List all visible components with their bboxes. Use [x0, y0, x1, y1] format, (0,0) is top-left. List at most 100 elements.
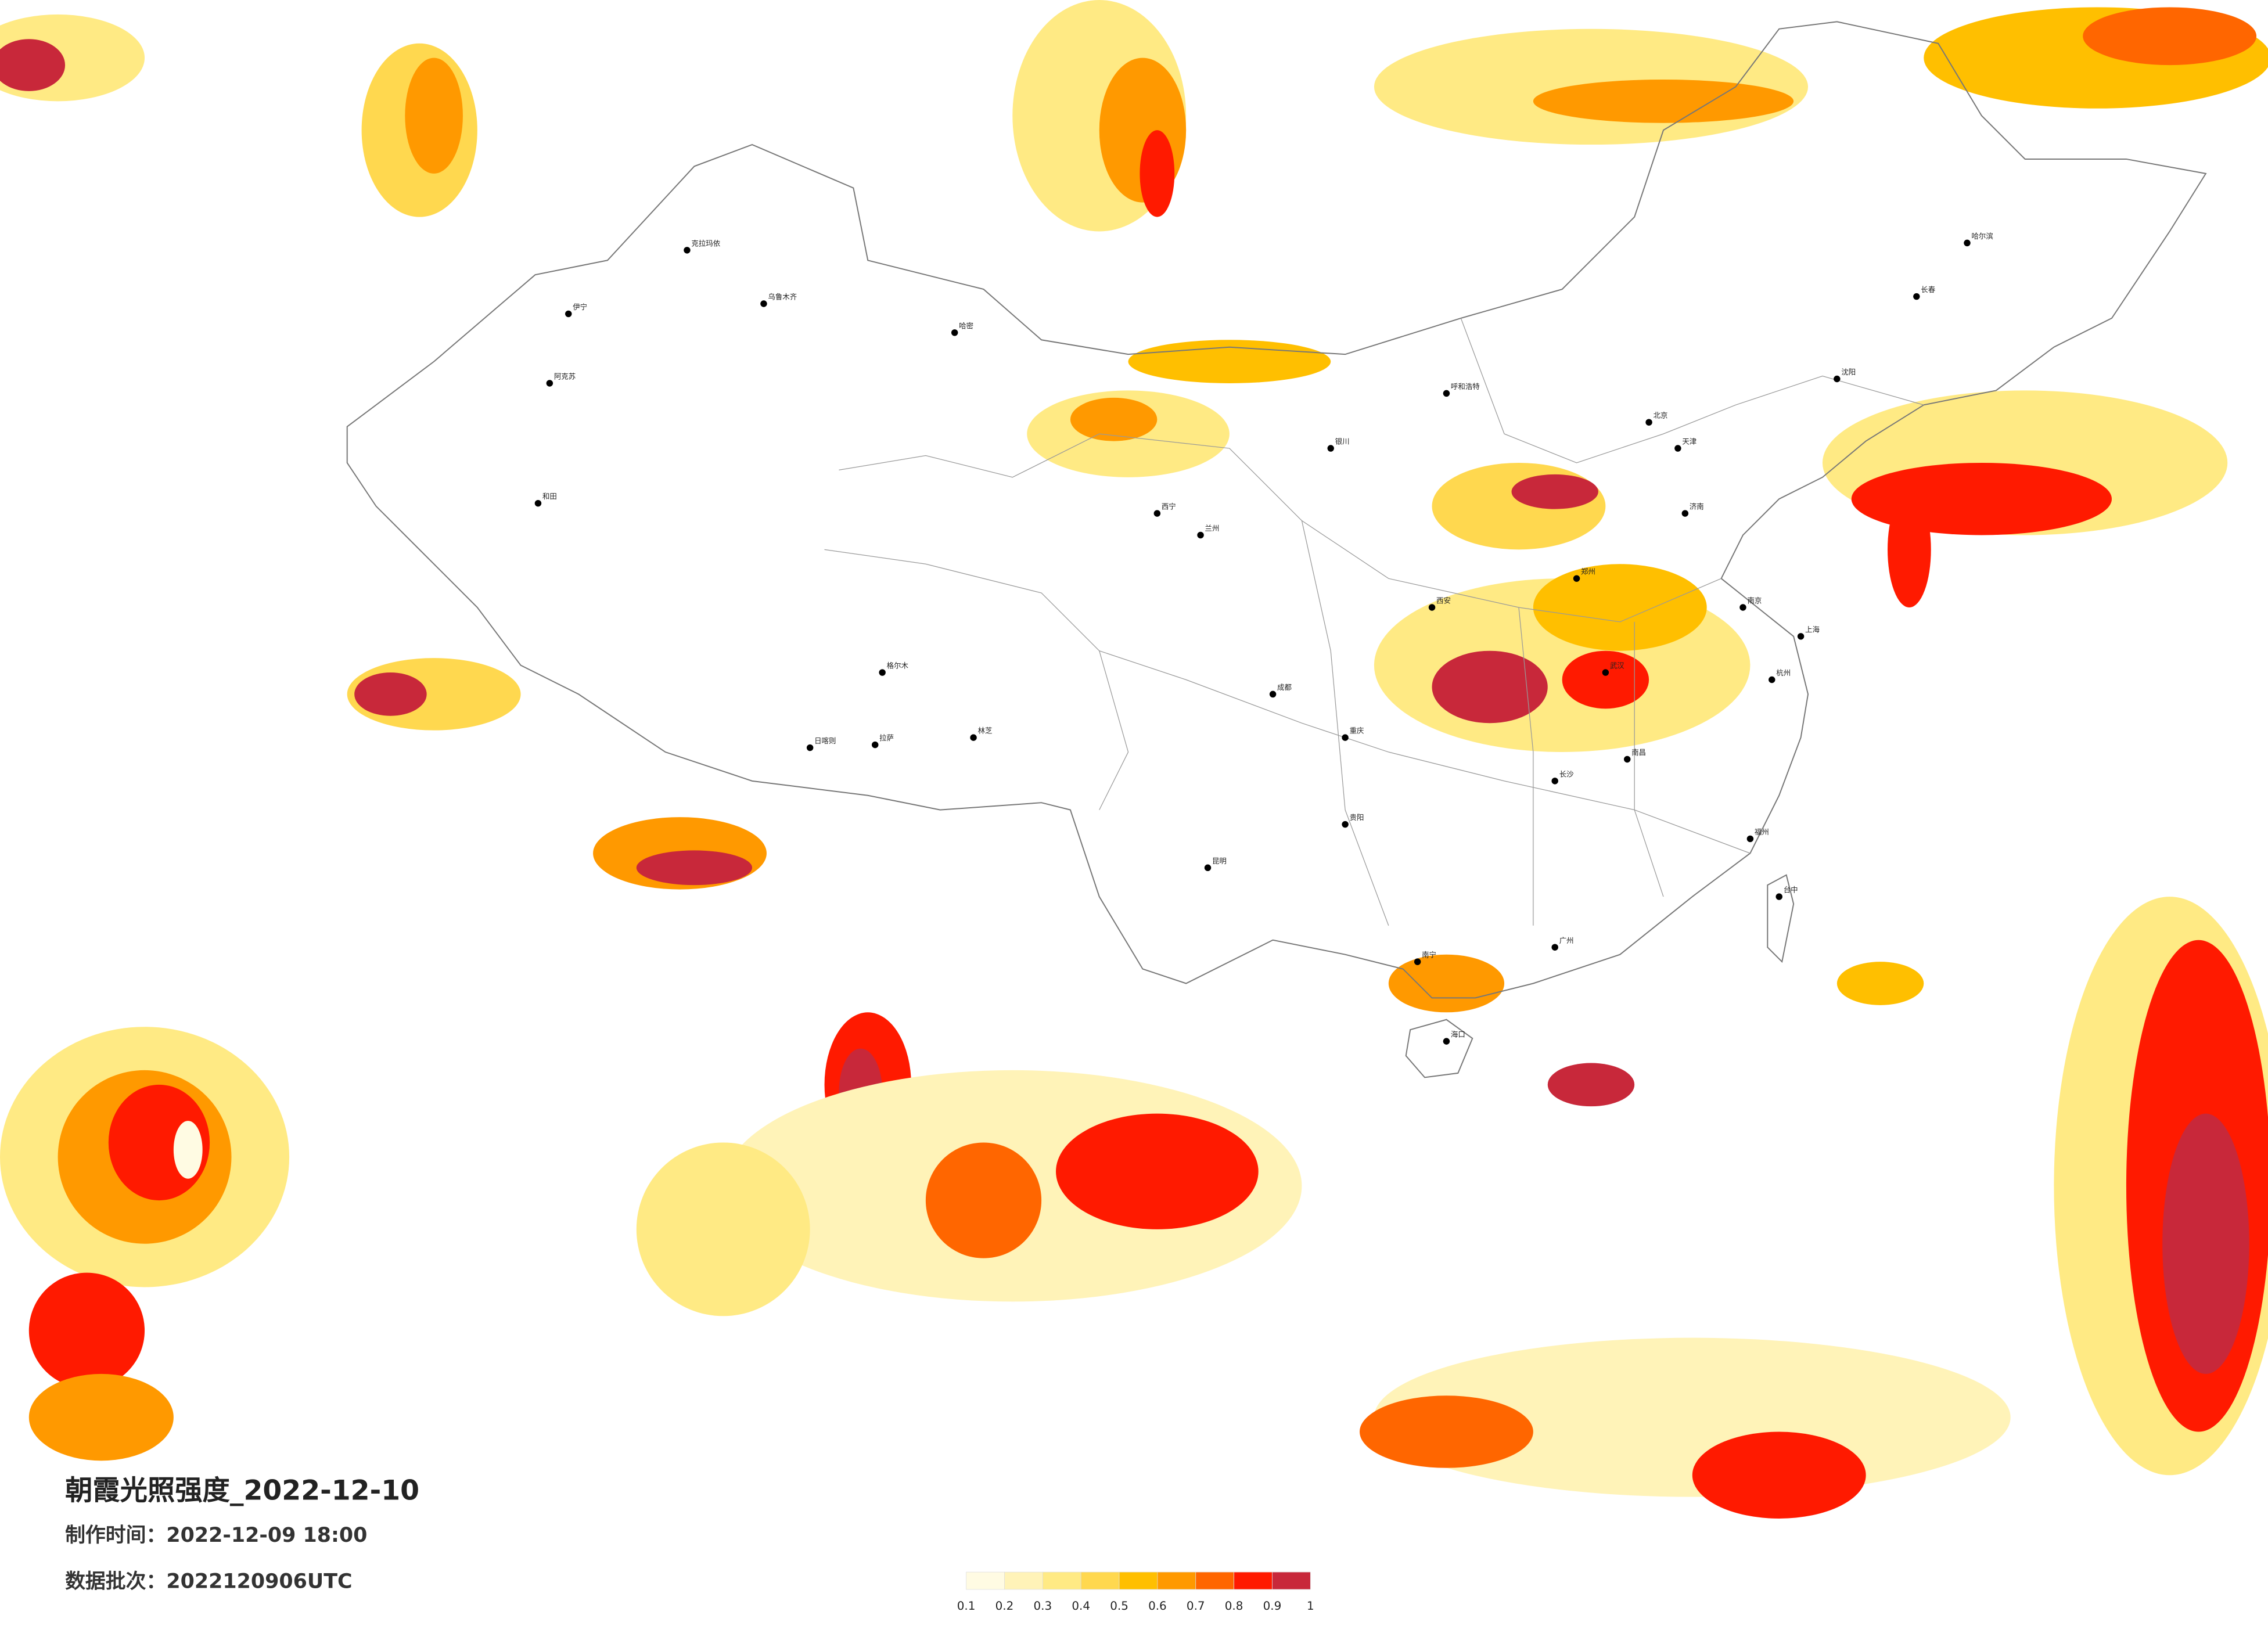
- field-patch: [636, 850, 753, 886]
- city-label: 天津: [1682, 437, 1696, 446]
- city-dot: [1769, 676, 1775, 684]
- city-label: 乌鲁木齐: [768, 293, 797, 301]
- legend-swatch: [1157, 1571, 1196, 1590]
- field-patch: [28, 1373, 174, 1461]
- city-label: 南宁: [1422, 951, 1436, 959]
- city-label: 海口: [1451, 1030, 1465, 1039]
- field-patch: [1360, 1395, 1533, 1468]
- city-dot: [1269, 690, 1277, 698]
- city-dot: [1624, 756, 1631, 763]
- city-label: 郑州: [1581, 567, 1595, 576]
- field-patch: [2162, 1113, 2249, 1374]
- field-patch: [1432, 650, 1548, 724]
- city-label: 台中: [1784, 886, 1798, 894]
- city-label: 昆明: [1212, 857, 1227, 865]
- city-label: 武汉: [1610, 661, 1624, 670]
- legend-tick-label: 0.2: [995, 1599, 1014, 1613]
- city-label: 拉萨: [879, 733, 894, 742]
- city-label: 日喀则: [814, 736, 836, 745]
- city-label: 克拉玛依: [691, 239, 720, 247]
- city-dot: [1551, 944, 1558, 951]
- city-dot: [1645, 419, 1652, 426]
- field-patch: [1128, 340, 1331, 383]
- field-patch: [0, 39, 66, 91]
- city-label: 南京: [1747, 596, 1762, 605]
- legend-tick-label: 0.3: [1033, 1599, 1052, 1613]
- field-patch: [1070, 397, 1158, 441]
- city-label: 长春: [1921, 285, 1935, 294]
- city-label: 呼和浩特: [1451, 382, 1480, 391]
- legend-swatch: [1119, 1571, 1158, 1590]
- city-dot: [1913, 293, 1920, 300]
- field-patch: [636, 1142, 810, 1316]
- city-label: 哈尔滨: [1971, 232, 1993, 240]
- city-label: 南昌: [1631, 748, 1646, 757]
- legend-tick-label: 0.1: [957, 1599, 976, 1613]
- city-label: 沈阳: [1841, 368, 1856, 376]
- city-label: 长沙: [1559, 769, 1574, 778]
- legend-swatch: [1195, 1571, 1234, 1590]
- field-patch: [1888, 491, 1931, 607]
- legend-tick-label: 0.6: [1148, 1599, 1167, 1613]
- city-label: 广州: [1559, 936, 1574, 945]
- city-label: 林芝: [978, 726, 993, 735]
- legend-swatch: [1080, 1571, 1120, 1590]
- city-dot: [1428, 604, 1436, 611]
- city-dot: [1964, 239, 1971, 247]
- legend-swatch: [1042, 1571, 1081, 1590]
- province-borders: [824, 318, 1924, 926]
- city-dot: [1327, 445, 1334, 452]
- city-label: 哈密: [959, 321, 973, 330]
- field-patch: [1388, 954, 1505, 1013]
- legend-tick-label: 0.8: [1225, 1599, 1243, 1613]
- field-patch: [1692, 1431, 1866, 1519]
- legend-swatch: [966, 1571, 1005, 1590]
- field-patch: [1547, 1063, 1635, 1107]
- field-patch: [1836, 962, 1924, 1005]
- data-batch: 数据批次：2022120906UTC: [65, 1570, 353, 1593]
- field-patch: [173, 1121, 203, 1179]
- city-dot: [970, 734, 977, 741]
- city-label: 兰州: [1205, 524, 1220, 533]
- city-dot: [1797, 633, 1805, 640]
- legend-swatch: [1272, 1571, 1311, 1590]
- city-dot: [1551, 778, 1558, 785]
- field-patch: [1432, 462, 1606, 550]
- city-dot: [565, 310, 572, 318]
- city-dot: [760, 300, 767, 307]
- city-dot: [1443, 1038, 1450, 1045]
- city-dot: [1746, 835, 1754, 843]
- field-patch: [1533, 564, 1707, 651]
- city-dot: [1602, 669, 1609, 676]
- city-label: 重庆: [1350, 726, 1364, 735]
- city-label: 格尔木: [887, 661, 909, 670]
- city-dot: [534, 499, 542, 507]
- city-dot: [684, 247, 691, 254]
- legend-tick-label: 0.4: [1072, 1599, 1090, 1613]
- field-patch: [1511, 474, 1598, 509]
- city-dot: [1739, 604, 1746, 611]
- field-patch: [28, 1272, 145, 1388]
- city-dot: [1153, 510, 1161, 517]
- field-patch: [1056, 1113, 1259, 1229]
- legend-tick-label: 0.5: [1110, 1599, 1128, 1613]
- title: 朝霞光照强度_2022-12-10: [65, 1475, 419, 1507]
- city-dot: [951, 329, 958, 336]
- field-patch: [2083, 7, 2257, 66]
- field-patch: [405, 57, 463, 174]
- made-time: 制作时间：2022-12-09 18:00: [65, 1524, 367, 1547]
- city-label: 伊宁: [573, 303, 587, 311]
- city-label: 济南: [1690, 502, 1704, 511]
- field-patch: [1533, 79, 1794, 123]
- legend-tick-label: 0.9: [1263, 1599, 1282, 1613]
- city-label: 成都: [1277, 683, 1292, 692]
- city-dot: [1573, 575, 1580, 582]
- legend-tick-label: 1: [1307, 1599, 1314, 1613]
- city-label: 上海: [1805, 625, 1820, 634]
- city-dot: [879, 669, 886, 676]
- city-dot: [806, 744, 814, 751]
- legend-swatch: [1004, 1571, 1043, 1590]
- city-label: 西安: [1436, 596, 1451, 605]
